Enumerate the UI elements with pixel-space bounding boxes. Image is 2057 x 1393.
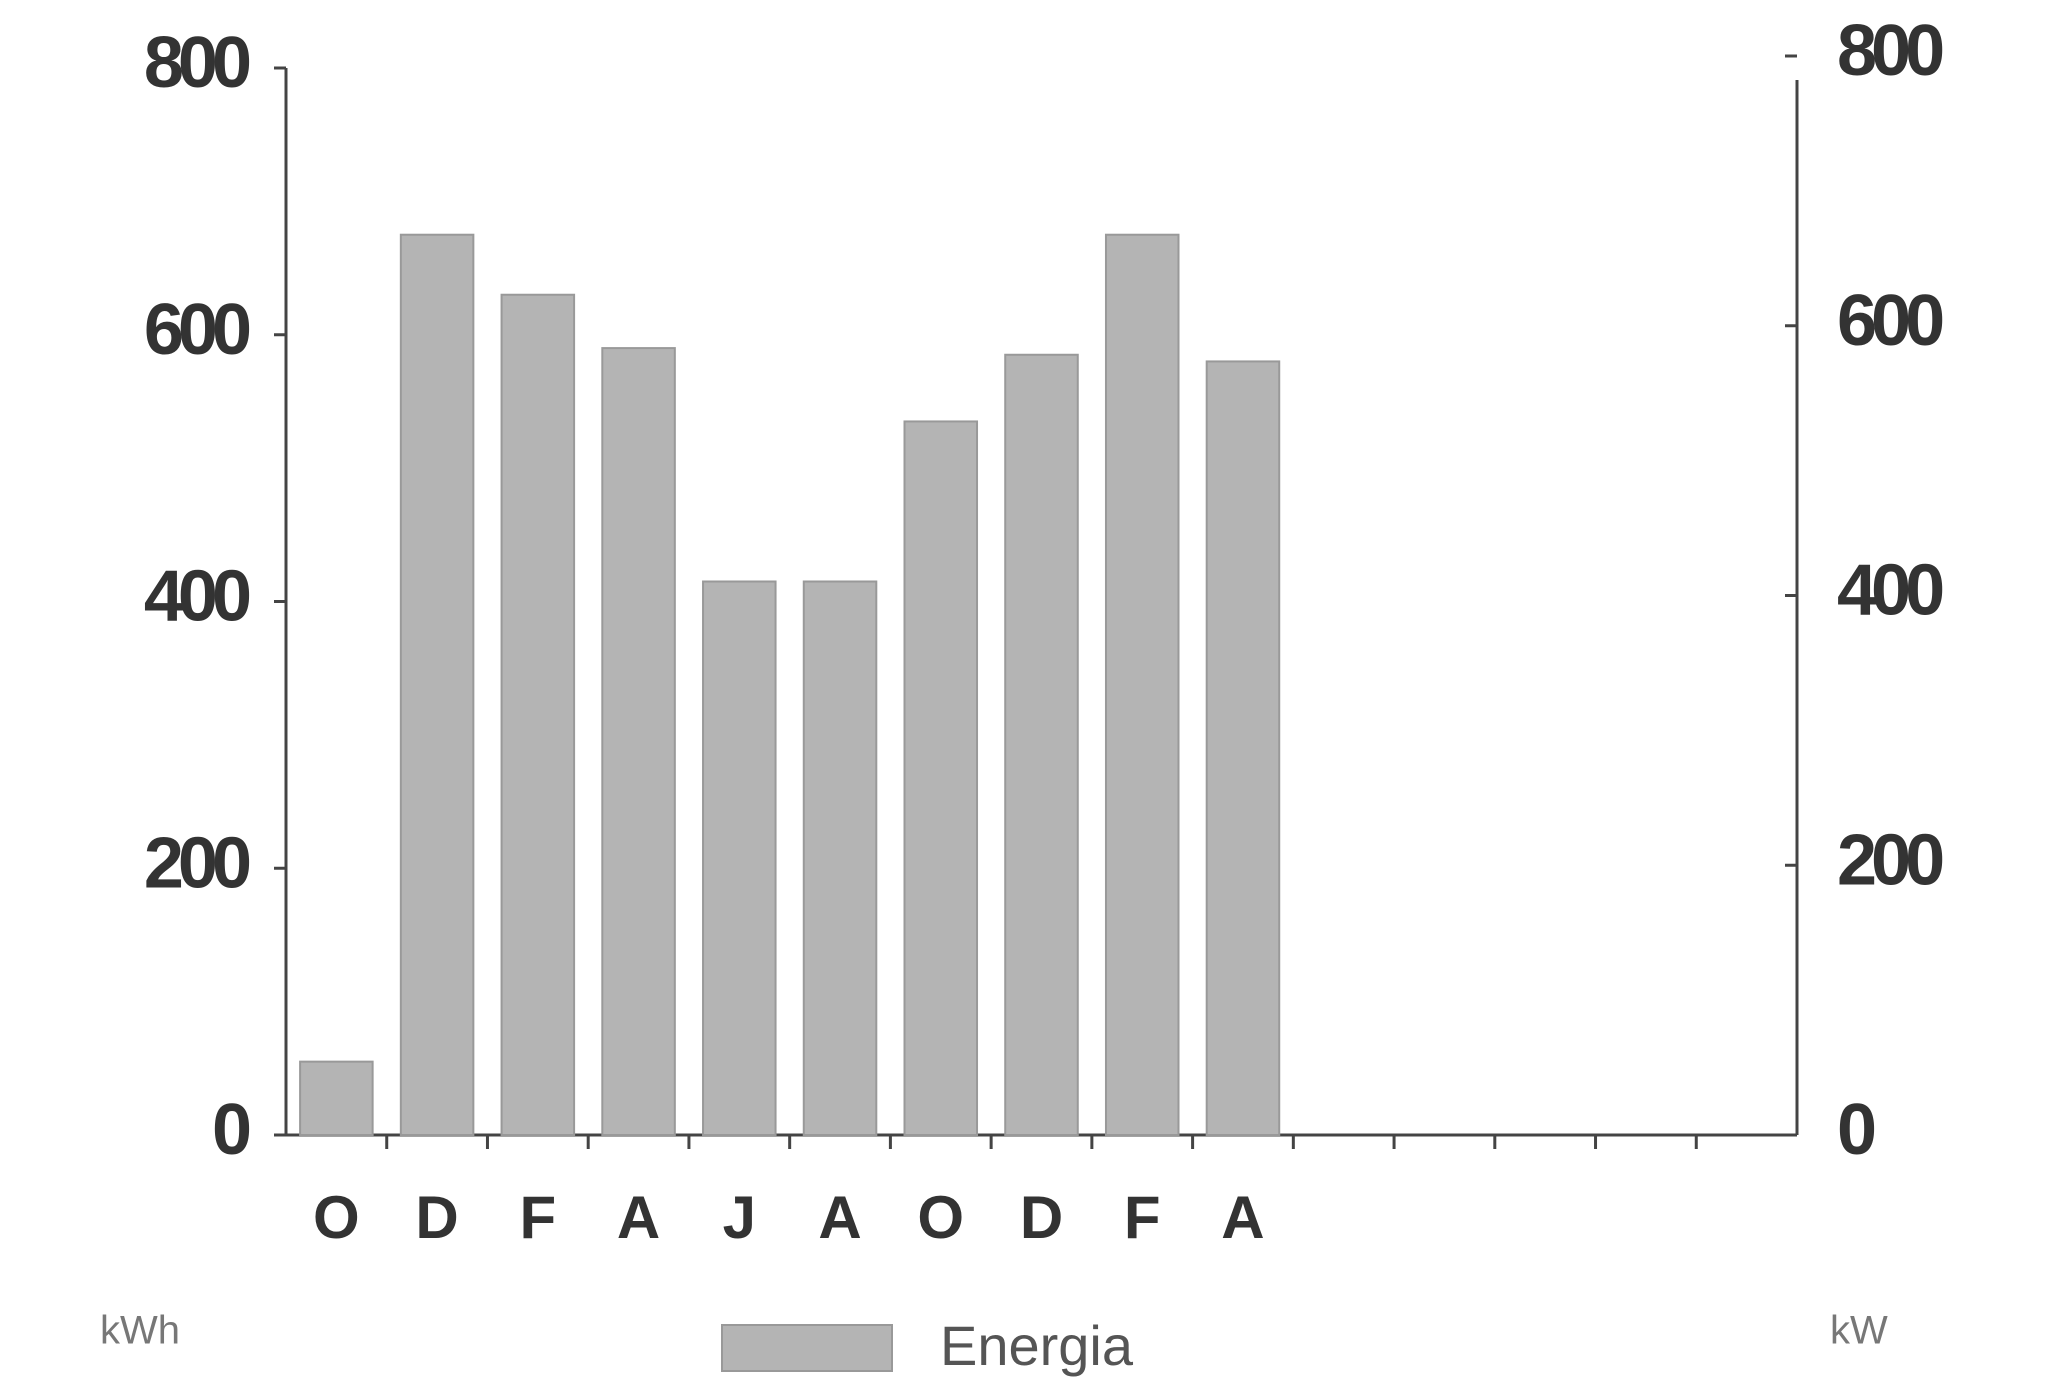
x-tick-label: J xyxy=(723,1184,756,1251)
x-tick-label: D xyxy=(1020,1184,1063,1251)
y2-axis-label: kW xyxy=(1830,1309,1888,1353)
bar xyxy=(299,1060,374,1137)
bar xyxy=(1104,233,1180,1136)
x-tick-label: O xyxy=(917,1184,964,1251)
x-tick-label: A xyxy=(617,1184,660,1251)
y-tick-label: 400 xyxy=(144,557,250,637)
x-tick-label: A xyxy=(818,1184,861,1251)
bar xyxy=(399,233,475,1136)
y2-tick-label: 600 xyxy=(1837,281,1943,361)
x-tick-label: A xyxy=(1221,1184,1264,1251)
x-tick-label: D xyxy=(415,1184,458,1251)
y-tick-label: 600 xyxy=(144,290,250,370)
legend-swatch xyxy=(721,1324,893,1372)
legend-label: Energia xyxy=(940,1314,1134,1377)
y2-tick-label: 800 xyxy=(1837,11,1943,91)
y2-tick-label: 0 xyxy=(1837,1090,1875,1170)
x-tick-label: F xyxy=(1124,1184,1161,1251)
x-tick-label: F xyxy=(520,1184,557,1251)
y2-tick-label: 400 xyxy=(1837,551,1943,631)
bar xyxy=(601,347,676,1136)
y2-tick-label: 200 xyxy=(1837,820,1943,900)
y-tick-label: 200 xyxy=(144,823,250,903)
bar xyxy=(802,580,878,1136)
bar xyxy=(903,420,979,1137)
bar xyxy=(1004,353,1079,1137)
bar xyxy=(500,293,576,1136)
y-axis-label: kWh xyxy=(100,1309,180,1353)
x-tick-label: O xyxy=(313,1184,360,1251)
bar xyxy=(702,580,777,1136)
y-tick-label: 800 xyxy=(144,23,250,103)
bar xyxy=(1205,360,1281,1136)
y-tick-label: 0 xyxy=(212,1090,250,1170)
